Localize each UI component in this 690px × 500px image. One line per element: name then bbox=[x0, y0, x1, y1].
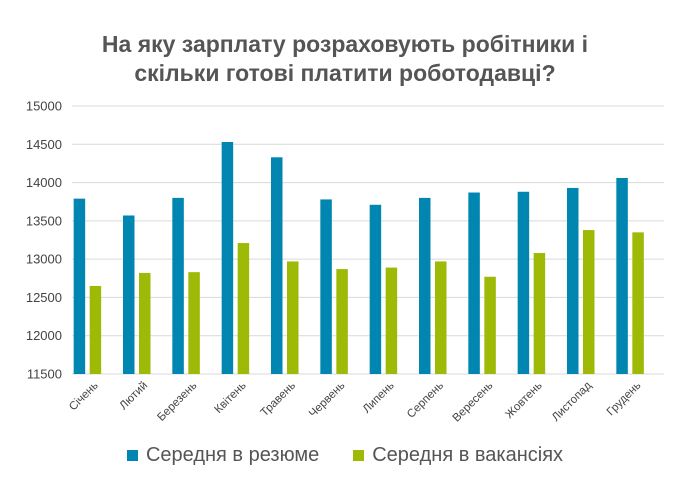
bar-vacancies bbox=[632, 232, 644, 374]
bar-vacancies bbox=[287, 261, 299, 374]
legend-swatch-vacancies bbox=[353, 449, 365, 461]
y-tick-label: 14000 bbox=[26, 175, 62, 190]
bar-vacancies bbox=[139, 272, 151, 374]
bar-resume bbox=[172, 197, 184, 374]
y-tick-label: 14500 bbox=[26, 137, 62, 152]
x-tick-label: Березень bbox=[155, 380, 199, 424]
chart-title-line-2: скільки готові платити роботодавці? bbox=[134, 60, 556, 86]
x-tick-label: Червень bbox=[307, 380, 347, 420]
bar-resume bbox=[73, 198, 86, 374]
legend-item-vacancies: Середня в вакансіях bbox=[353, 444, 563, 467]
legend-label-vacancies: Середня в вакансіях bbox=[372, 443, 564, 466]
x-tick-label: Жовтень bbox=[503, 380, 544, 421]
y-tick-label: 15000 bbox=[26, 99, 62, 114]
y-tick-label: 12000 bbox=[26, 328, 62, 343]
bar-resume bbox=[567, 187, 579, 374]
bar-resume bbox=[419, 197, 431, 374]
bar-vacancies bbox=[188, 272, 200, 374]
bar-vacancies bbox=[583, 230, 595, 374]
bar-resume bbox=[616, 177, 628, 374]
x-tick-label: Вересень bbox=[451, 380, 496, 425]
x-tick-label: Серпень bbox=[405, 380, 446, 421]
legend-swatch-resume bbox=[126, 449, 138, 461]
y-tick-label: 12500 bbox=[26, 290, 62, 305]
bar-vacancies bbox=[484, 276, 496, 374]
x-tick-label: Квітень bbox=[213, 380, 249, 416]
bar-resume bbox=[517, 191, 530, 374]
bar-vacancies bbox=[336, 269, 348, 374]
legend: Середня в резюме Середня в вакансіях bbox=[0, 442, 690, 468]
bar-vacancies bbox=[385, 267, 398, 374]
x-tick-label: Січень bbox=[67, 380, 101, 414]
bar-resume bbox=[271, 157, 283, 374]
x-tick-label: Травень bbox=[259, 380, 299, 420]
bar-resume bbox=[320, 199, 332, 374]
x-tick-label: Грудень bbox=[605, 380, 644, 419]
bar-vacancies bbox=[237, 243, 250, 374]
chart-title: На яку зарплату розраховують робітники і… bbox=[0, 30, 690, 88]
chart-title-line-1: На яку зарплату розраховують робітники і bbox=[101, 31, 589, 57]
y-tick-label: 13000 bbox=[26, 252, 62, 267]
bar-vacancies bbox=[89, 285, 102, 374]
x-tick-label: Липень bbox=[361, 380, 397, 416]
bar-resume bbox=[221, 141, 234, 374]
legend-item-resume: Середня в резюме bbox=[126, 443, 320, 467]
bar-resume bbox=[123, 215, 135, 374]
y-tick-label: 13500 bbox=[26, 213, 62, 228]
y-tick-label: 11500 bbox=[27, 367, 62, 382]
bar-resume bbox=[468, 192, 480, 374]
legend-label-resume: Середня в резюме bbox=[145, 443, 320, 466]
x-tick-label: Лютий bbox=[118, 380, 151, 413]
x-tick-label: Листопад bbox=[550, 379, 594, 423]
bar-vacancies bbox=[435, 261, 447, 374]
bar-vacancies bbox=[533, 253, 546, 374]
bar-resume bbox=[369, 204, 382, 374]
